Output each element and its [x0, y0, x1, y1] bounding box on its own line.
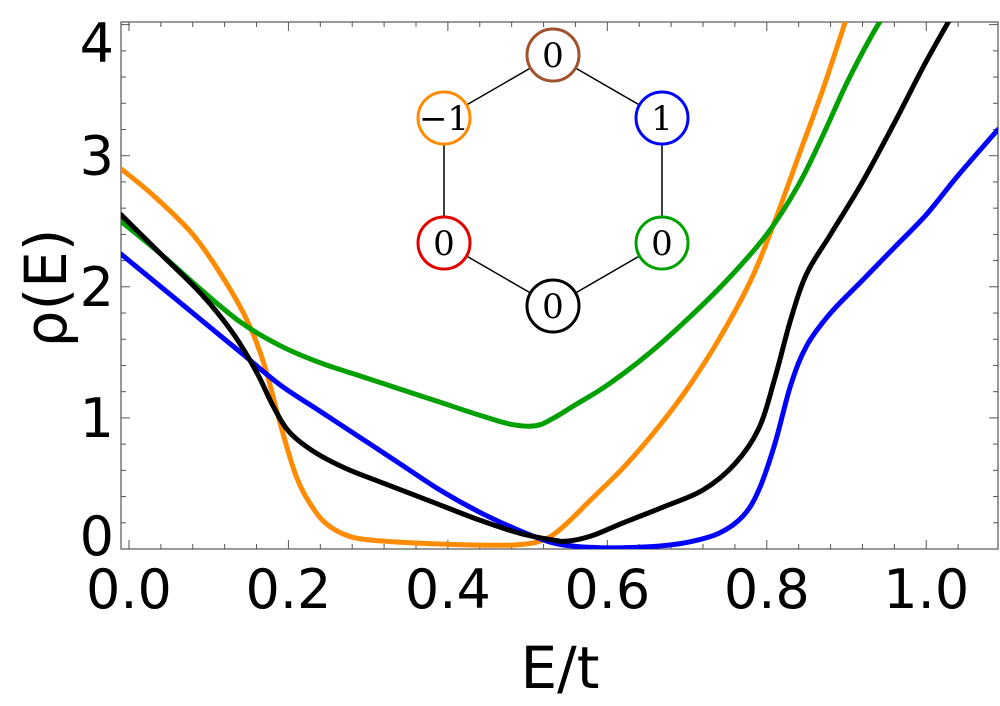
y-tick-label: 1: [80, 387, 114, 450]
series-line-4: [121, 22, 952, 544]
hexagon-site-label: 0: [542, 36, 564, 76]
hexagon-site-label: −1: [419, 99, 469, 139]
hexagon-site-label: 0: [433, 224, 455, 264]
y-axis-ticks: 0 1 2 3 4: [80, 12, 114, 568]
y-tick-label: 3: [80, 125, 114, 188]
y-tick-label: 4: [80, 12, 114, 75]
x-tick-label: 0.0: [86, 558, 172, 621]
hexagon-site-label: 0: [542, 287, 564, 327]
series-line-1: [121, 22, 848, 548]
y-tick-label: 2: [80, 256, 114, 319]
y-tick-label: 0: [80, 505, 114, 568]
x-axis-ticks: 0.0 0.2 0.4 0.6 0.8 1.0: [86, 558, 969, 621]
hexagon-site: [634, 90, 690, 146]
plot-frame: [120, 21, 999, 550]
hexagon-site: [525, 27, 581, 83]
series-line-2: [121, 126, 998, 549]
y-axis-title: ρ(E): [12, 229, 80, 348]
hexagon-inset: 0 1 0 0 0 −1: [416, 27, 690, 334]
x-tick-label: 0.8: [724, 558, 810, 621]
series-line-3: [121, 22, 883, 429]
hexagon-site: [525, 278, 581, 334]
plot-border: [120, 21, 999, 550]
x-tick-label: 1.0: [883, 558, 969, 621]
hexagon-site: [634, 215, 690, 271]
series-layer: [121, 22, 998, 549]
hexagon-site-label: 1: [651, 99, 673, 139]
x-tick-label: 0.2: [245, 558, 331, 621]
x-tick-label: 0.6: [564, 558, 650, 621]
x-axis-title: E/t: [521, 634, 600, 702]
x-tick-label: 0.4: [405, 558, 491, 621]
hexagon-site-label: 0: [651, 224, 673, 264]
hexagon-site: [416, 90, 472, 146]
hexagon-site: [416, 215, 472, 271]
